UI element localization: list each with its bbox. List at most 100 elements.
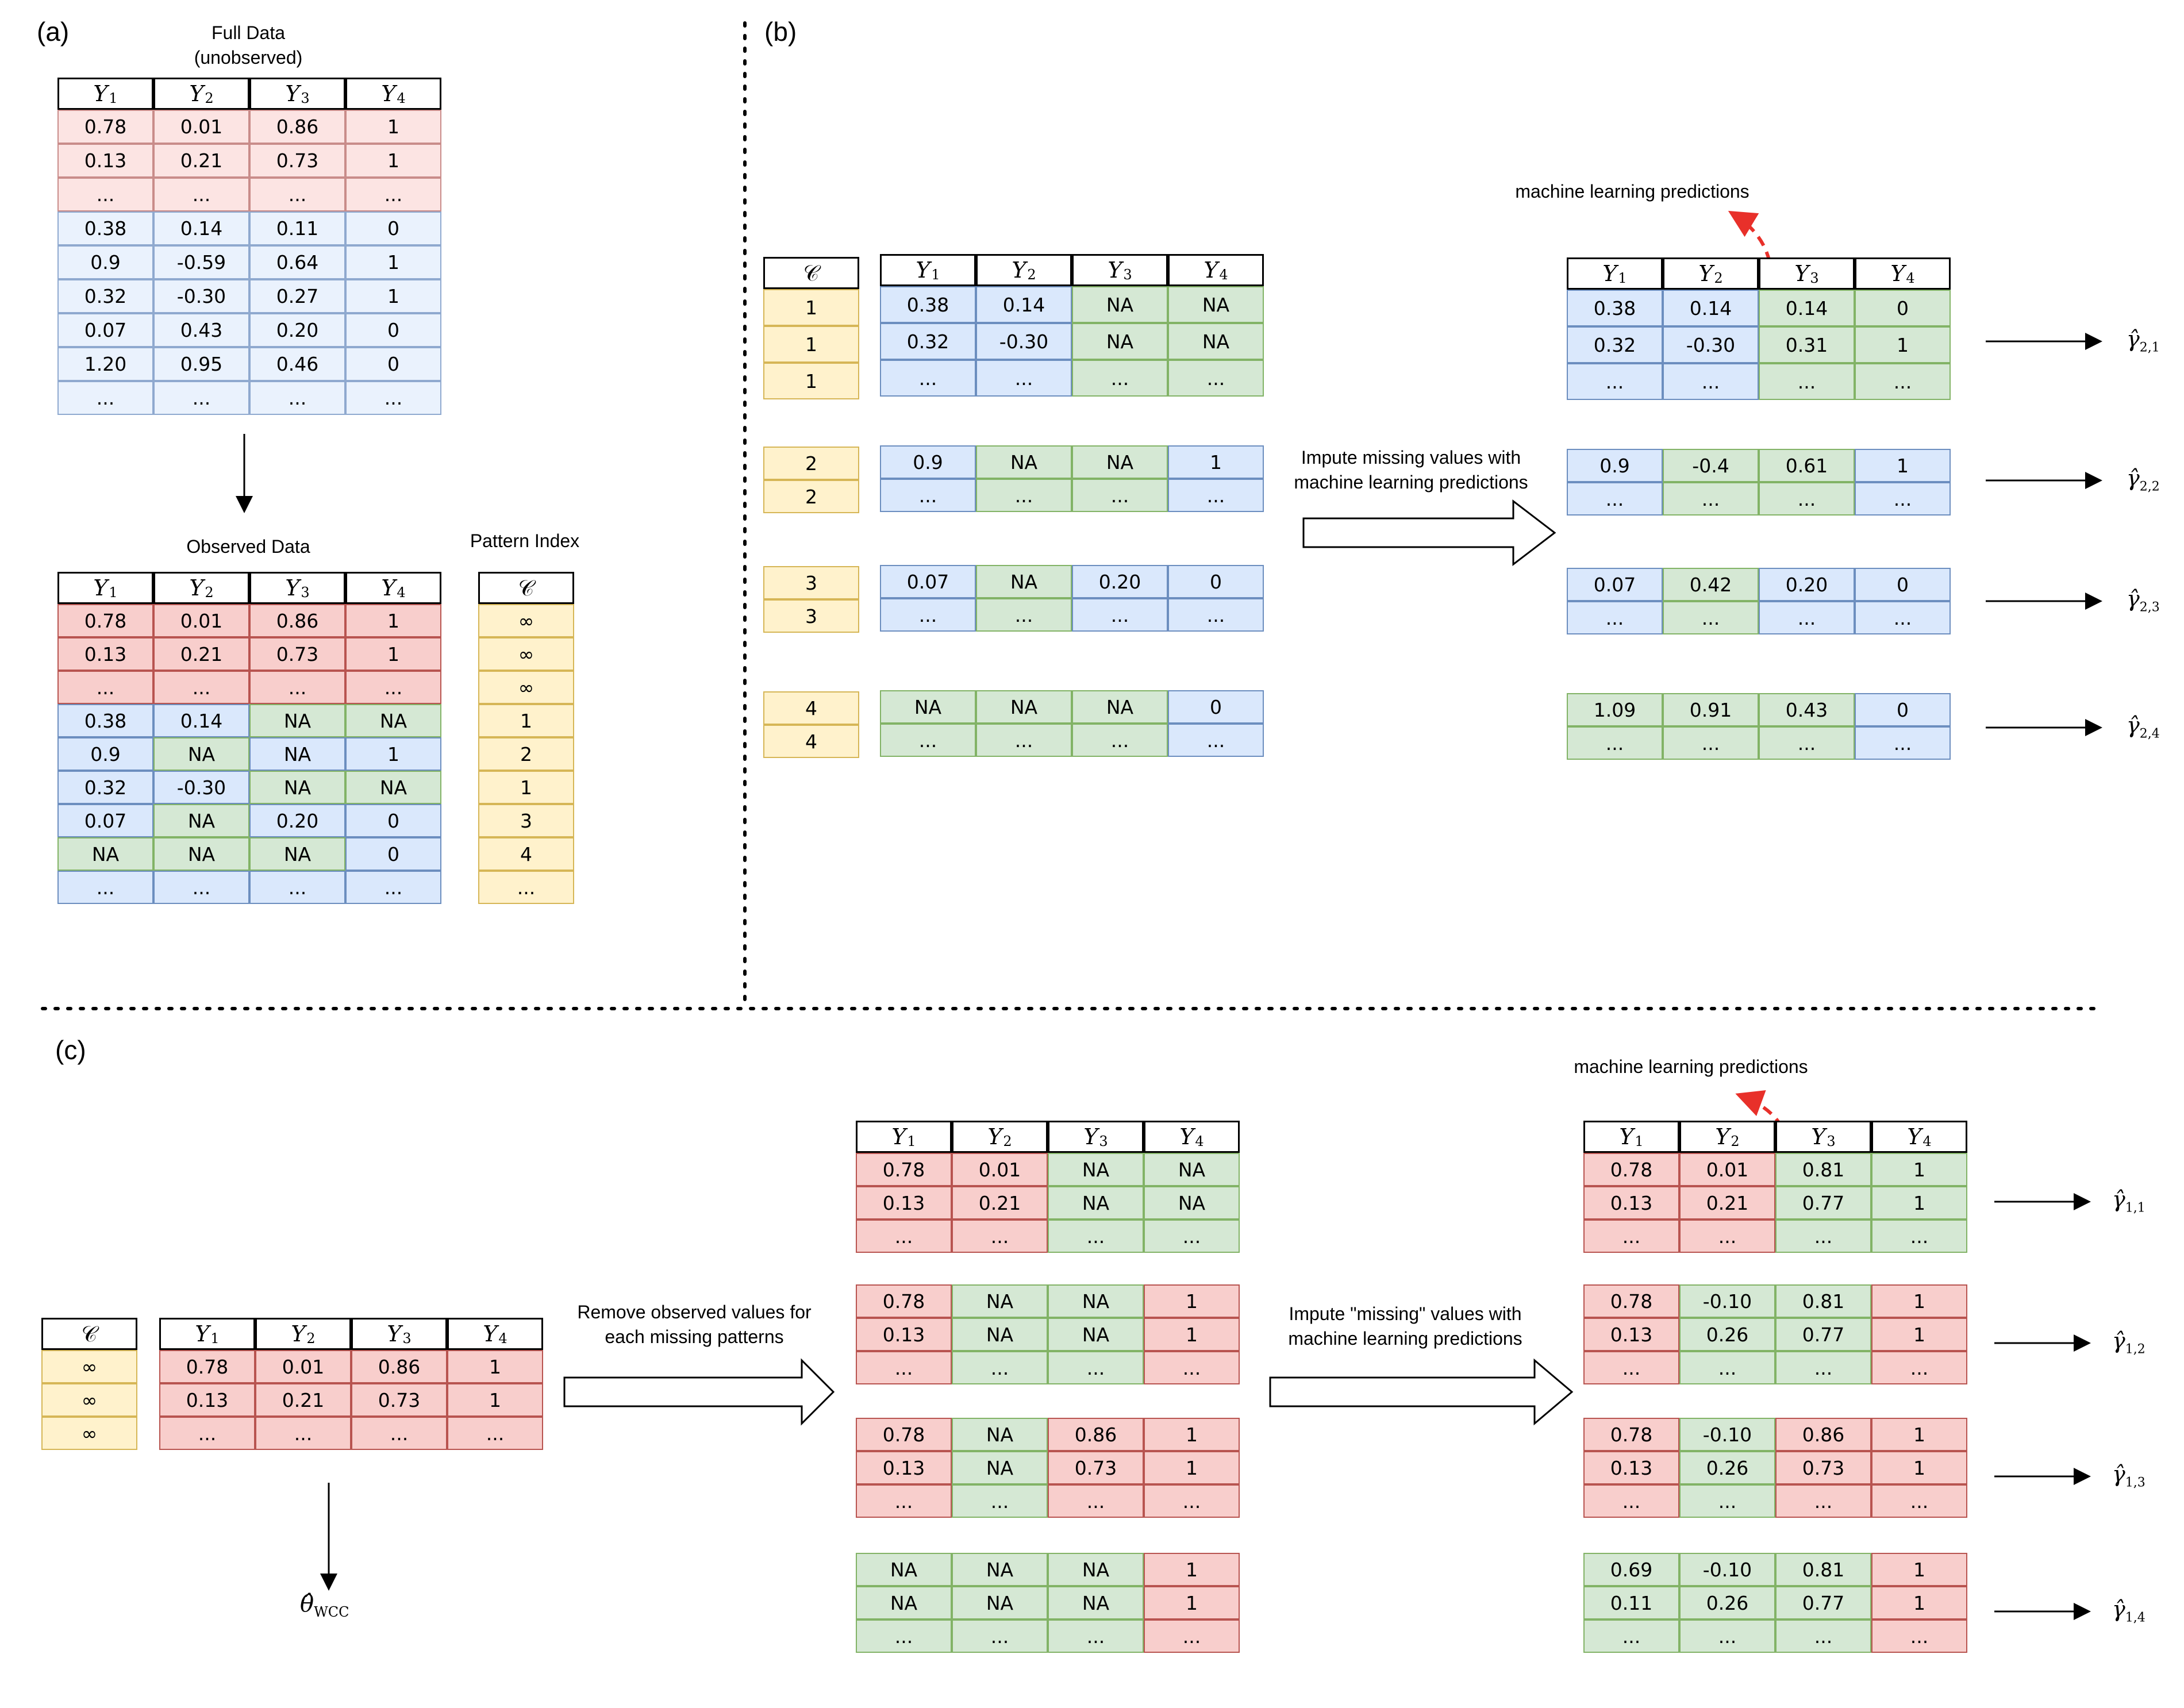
- header-y-letter: Y: [291, 1321, 306, 1347]
- table-row: 2: [478, 737, 574, 771]
- header-y-letter: Y: [1619, 1124, 1634, 1149]
- gamma-subscript: 1,2: [2125, 1342, 2145, 1357]
- table-cell: 0.27: [249, 279, 345, 313]
- table-cell: 1: [1144, 1553, 1240, 1586]
- table-cell: 0.38: [57, 211, 153, 245]
- header-row: 𝒞: [41, 1318, 137, 1350]
- pattern-4-observed-table: NA NA NA 0............: [880, 690, 1264, 757]
- table-cell: NA: [952, 1318, 1048, 1351]
- full-data-caption: Full Data (unobserved): [194, 21, 303, 70]
- header-y-index: 3: [1123, 267, 1132, 283]
- header-y-index: 4: [397, 584, 406, 601]
- table-cell: ...: [1759, 726, 1855, 760]
- table-cell: 1: [345, 737, 441, 771]
- table-cell: 0.43: [153, 313, 249, 347]
- table-cell: 0.46: [249, 347, 345, 381]
- table-cell: ...: [57, 871, 153, 904]
- table-cell: 0.14: [153, 704, 249, 737]
- observed-data-caption: Observed Data: [186, 536, 310, 557]
- table-cell: 0.78: [1583, 1418, 1679, 1451]
- table-cell: ...: [880, 360, 976, 397]
- table-cell: 0.73: [249, 637, 345, 671]
- table-cell: ...: [153, 381, 249, 415]
- pattern-cell: 1: [478, 704, 574, 737]
- table-cell: 0.86: [351, 1350, 447, 1383]
- table-row: 0.78 NA NA 1: [856, 1284, 1240, 1318]
- table-cell: ...: [1583, 1351, 1679, 1384]
- gamma-subscript: 2,2: [2139, 479, 2160, 494]
- table-row: ............: [1583, 1619, 1967, 1653]
- header-y-index: 1: [109, 90, 118, 106]
- header-y-letter: Y: [93, 575, 108, 601]
- table-cell: ...: [159, 1417, 255, 1450]
- table-cell: ...: [952, 1484, 1048, 1518]
- table-cell: ...: [1583, 1484, 1679, 1518]
- table-cell: 0: [345, 804, 441, 837]
- table-cell: NA: [976, 445, 1072, 479]
- header-y-index: 3: [301, 584, 310, 601]
- table-cell: ...: [1567, 482, 1663, 516]
- table-cell: NA: [952, 1586, 1048, 1619]
- table-row: ∞: [478, 671, 574, 704]
- table-cell: 1: [1871, 1418, 1967, 1451]
- table-cell: ...: [1168, 360, 1264, 397]
- pattern-cell: 1: [763, 363, 859, 399]
- table-cell: 1: [1168, 445, 1264, 479]
- table-row: 0.13 NA NA 1: [856, 1318, 1240, 1351]
- table-cell: NA: [345, 704, 441, 737]
- remove-arrow-c: [563, 1358, 835, 1426]
- table-cell: 1: [345, 637, 441, 671]
- table-row: 1: [478, 771, 574, 804]
- header-y-letter: Y: [1715, 1124, 1730, 1149]
- pattern-cell: ∞: [478, 671, 574, 704]
- table-cell: 0.9: [1567, 449, 1663, 482]
- table-cell: NA: [1168, 286, 1264, 323]
- table-row: ............: [57, 671, 441, 704]
- gamma-symbol: γ̂: [2127, 326, 2140, 352]
- pattern-4-imputed-table: 1.09 0.91 0.43 0............: [1567, 693, 1951, 760]
- table-cell: ...: [1583, 1220, 1679, 1253]
- panel-label-b: (b): [764, 17, 797, 47]
- header-y-letter: Y: [381, 81, 396, 106]
- table-row: 0.32 -0.30 0.27 1: [57, 279, 441, 313]
- table-cell: 0.14: [976, 286, 1072, 323]
- table-row: 0.32 -0.30 NA NA: [880, 323, 1264, 360]
- header-y-index: 1: [210, 1330, 220, 1347]
- table-cell: 0.13: [159, 1383, 255, 1417]
- table-cell: 1: [447, 1350, 543, 1383]
- gamma-output-c1: γ̂1,1: [2112, 1187, 2145, 1215]
- header-y-index: 3: [1099, 1133, 1108, 1149]
- table-row: ............: [1567, 363, 1951, 400]
- table-cell: ...: [1072, 598, 1168, 632]
- table-cell: ...: [1871, 1619, 1967, 1653]
- table-row: 1: [763, 363, 859, 399]
- table-row: 0.38 0.14 NA NA: [880, 286, 1264, 323]
- table-cell: ...: [1048, 1619, 1144, 1653]
- table-cell: 0.86: [1775, 1418, 1871, 1451]
- table-cell: 0.11: [249, 211, 345, 245]
- header-y-index: 1: [907, 1133, 916, 1149]
- table-cell: -0.10: [1679, 1553, 1775, 1586]
- table-row: ∞: [41, 1383, 137, 1417]
- table-cell: 0.91: [1663, 693, 1759, 726]
- gamma-symbol: γ̂: [2112, 1597, 2125, 1622]
- gamma-subscript: 1,1: [2125, 1201, 2145, 1215]
- table-cell: ...: [880, 479, 976, 512]
- gamma-subscript: 2,1: [2139, 340, 2160, 355]
- table-cell: NA: [345, 771, 441, 804]
- table-cell: NA: [976, 690, 1072, 724]
- table-cell: 0.14: [1663, 290, 1759, 326]
- gamma-symbol: γ̂: [2112, 1461, 2125, 1487]
- table-cell: NA: [952, 1418, 1048, 1451]
- table-row: 3: [763, 599, 859, 633]
- table-cell: 0.13: [1583, 1186, 1679, 1220]
- panel-label-c: (c): [55, 1035, 86, 1065]
- table-row: 0.78 0.01 0.86 1: [57, 110, 441, 144]
- table-row: 1.20 0.95 0.46 0: [57, 347, 441, 381]
- table-cell: ...: [1855, 363, 1951, 400]
- table-row: 0.13 0.21 0.73 1: [159, 1383, 543, 1417]
